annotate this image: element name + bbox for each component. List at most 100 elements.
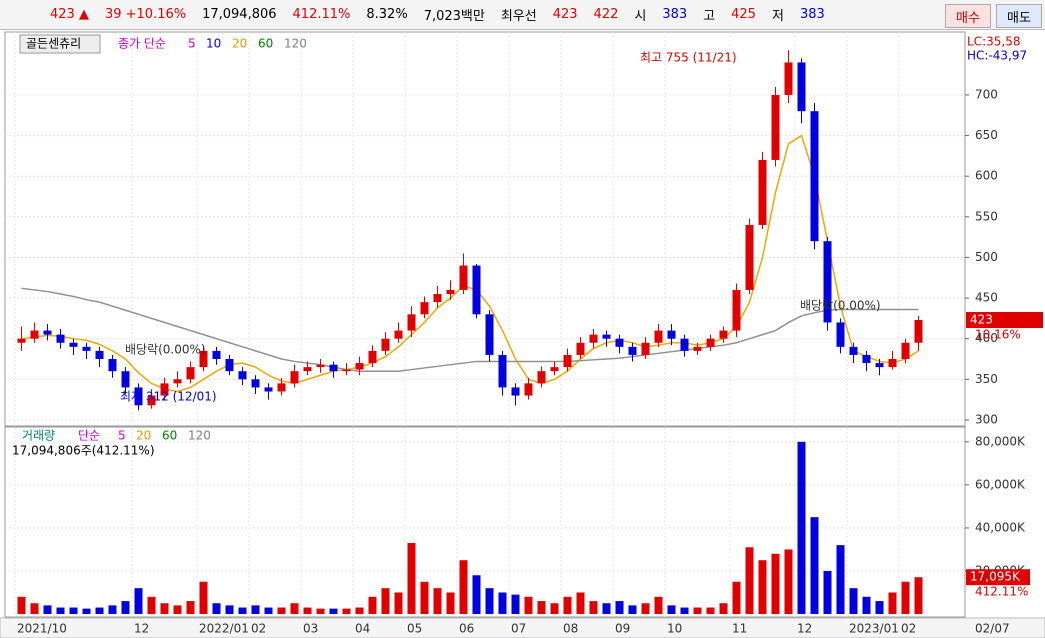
candle-body [524, 383, 533, 396]
volume-bar [576, 592, 585, 614]
buy-button[interactable]: 매수 [945, 4, 991, 28]
volume-bar [758, 560, 767, 614]
volume-bar [537, 601, 546, 614]
price-panel [4, 31, 966, 427]
x-tick-label: 2021/10 [17, 622, 67, 636]
candle-body [121, 371, 130, 388]
x-tick-label: 11 [732, 622, 747, 636]
volume-panel [4, 426, 966, 618]
volume-bar [394, 592, 403, 614]
x-tick-label: 2022/01 [199, 622, 249, 636]
lc-label: LC:35,58 [967, 35, 1020, 49]
candle-body [303, 367, 312, 372]
candle-body [290, 371, 299, 384]
y-tick-label: 700 [975, 87, 998, 101]
x-tick-label: 07 [511, 622, 526, 636]
candle-body [771, 94, 780, 160]
volume-bar [238, 607, 247, 614]
volume-bar [602, 603, 611, 614]
last-price-box [966, 312, 1043, 328]
volume-subtitle: 17,094,806주(412.11%) [12, 444, 155, 458]
volume-bar [862, 596, 871, 614]
legend-entry: 60 [162, 429, 177, 443]
candle-body [823, 241, 832, 323]
candle-body [225, 359, 234, 372]
x-tick-label: 03 [303, 622, 318, 636]
y-tick-label: 600 [975, 169, 998, 183]
candle-body [511, 387, 520, 396]
candle-body [316, 364, 325, 368]
candle-body [43, 330, 52, 335]
candle-body [862, 354, 871, 364]
legend-entry: 20 [232, 37, 247, 51]
volume-bar [654, 596, 663, 614]
sell-button[interactable]: 매도 [996, 4, 1042, 28]
quote-field: 저 [771, 9, 784, 24]
x-tick-label: 02 [901, 622, 916, 636]
volume-bar [342, 608, 351, 614]
candle-body [693, 346, 702, 351]
candle-body [134, 387, 143, 406]
high-note: 최고 755 (11/21) [640, 51, 737, 65]
volume-bar [680, 607, 689, 614]
candle-body [914, 320, 923, 343]
volume-bar [212, 603, 221, 614]
last-price: 423 [970, 313, 993, 327]
candle-body [485, 314, 494, 355]
candle-body [706, 338, 715, 347]
volume-bar [459, 560, 468, 614]
candle-body [459, 265, 468, 290]
volume-bar [628, 605, 637, 614]
last-volume: 17,095K [970, 570, 1021, 584]
y-tick-label: 400 [975, 331, 998, 345]
x-tick-label: 10 [667, 622, 682, 636]
candle-body [732, 289, 741, 331]
candle-body [238, 371, 247, 380]
volume-bar [225, 605, 234, 614]
volume-bar [511, 594, 520, 614]
volume-bar [485, 588, 494, 614]
candle-body [472, 265, 481, 315]
quote-field: 39 +10.16% [104, 7, 187, 22]
legend-entry: 5 [188, 37, 196, 51]
candle-body [368, 350, 377, 364]
y-tick-label: 60,000K [975, 477, 1026, 491]
candle-body [901, 342, 910, 359]
ex-dividend-note: 배당락(0.00%) [125, 343, 206, 357]
last-volume-ratio: 412.11% [975, 585, 1028, 599]
candle-body [30, 330, 39, 339]
volume-bar [186, 601, 195, 614]
legend-entry: 20 [136, 429, 151, 443]
volume-bar [901, 581, 910, 614]
candle-body [615, 338, 624, 347]
volume-bar [407, 542, 416, 614]
volume-bar [719, 603, 728, 614]
volume-bar [17, 596, 26, 614]
quote-field: 시 [634, 9, 647, 24]
candle-body [810, 111, 819, 242]
volume-bar [277, 607, 286, 614]
volume-bar [550, 603, 559, 614]
quote-field: 423 ▲ [50, 7, 89, 22]
quote-field: 383 [662, 7, 688, 22]
hc-label: HC:-43,97 [967, 49, 1027, 63]
volume-bar [108, 605, 117, 614]
last-volume-box [966, 569, 1030, 586]
volume-bar [264, 607, 273, 614]
y-tick-label: 450 [975, 291, 998, 305]
volume-bar [433, 588, 442, 614]
candle-body [173, 379, 182, 384]
volume-bar [693, 607, 702, 614]
x-tick-label: 06 [459, 622, 474, 636]
y-tick-label: 650 [975, 128, 998, 142]
candle-body [537, 371, 546, 384]
volume-bar [706, 607, 715, 614]
volume-bar [368, 596, 377, 614]
quote-field: 최우선 [500, 9, 537, 24]
quote-field: 412.11% [292, 7, 351, 22]
candle-body [745, 224, 754, 290]
volume-bar [147, 596, 156, 614]
volume-bar [498, 592, 507, 614]
candle-body [680, 338, 689, 351]
